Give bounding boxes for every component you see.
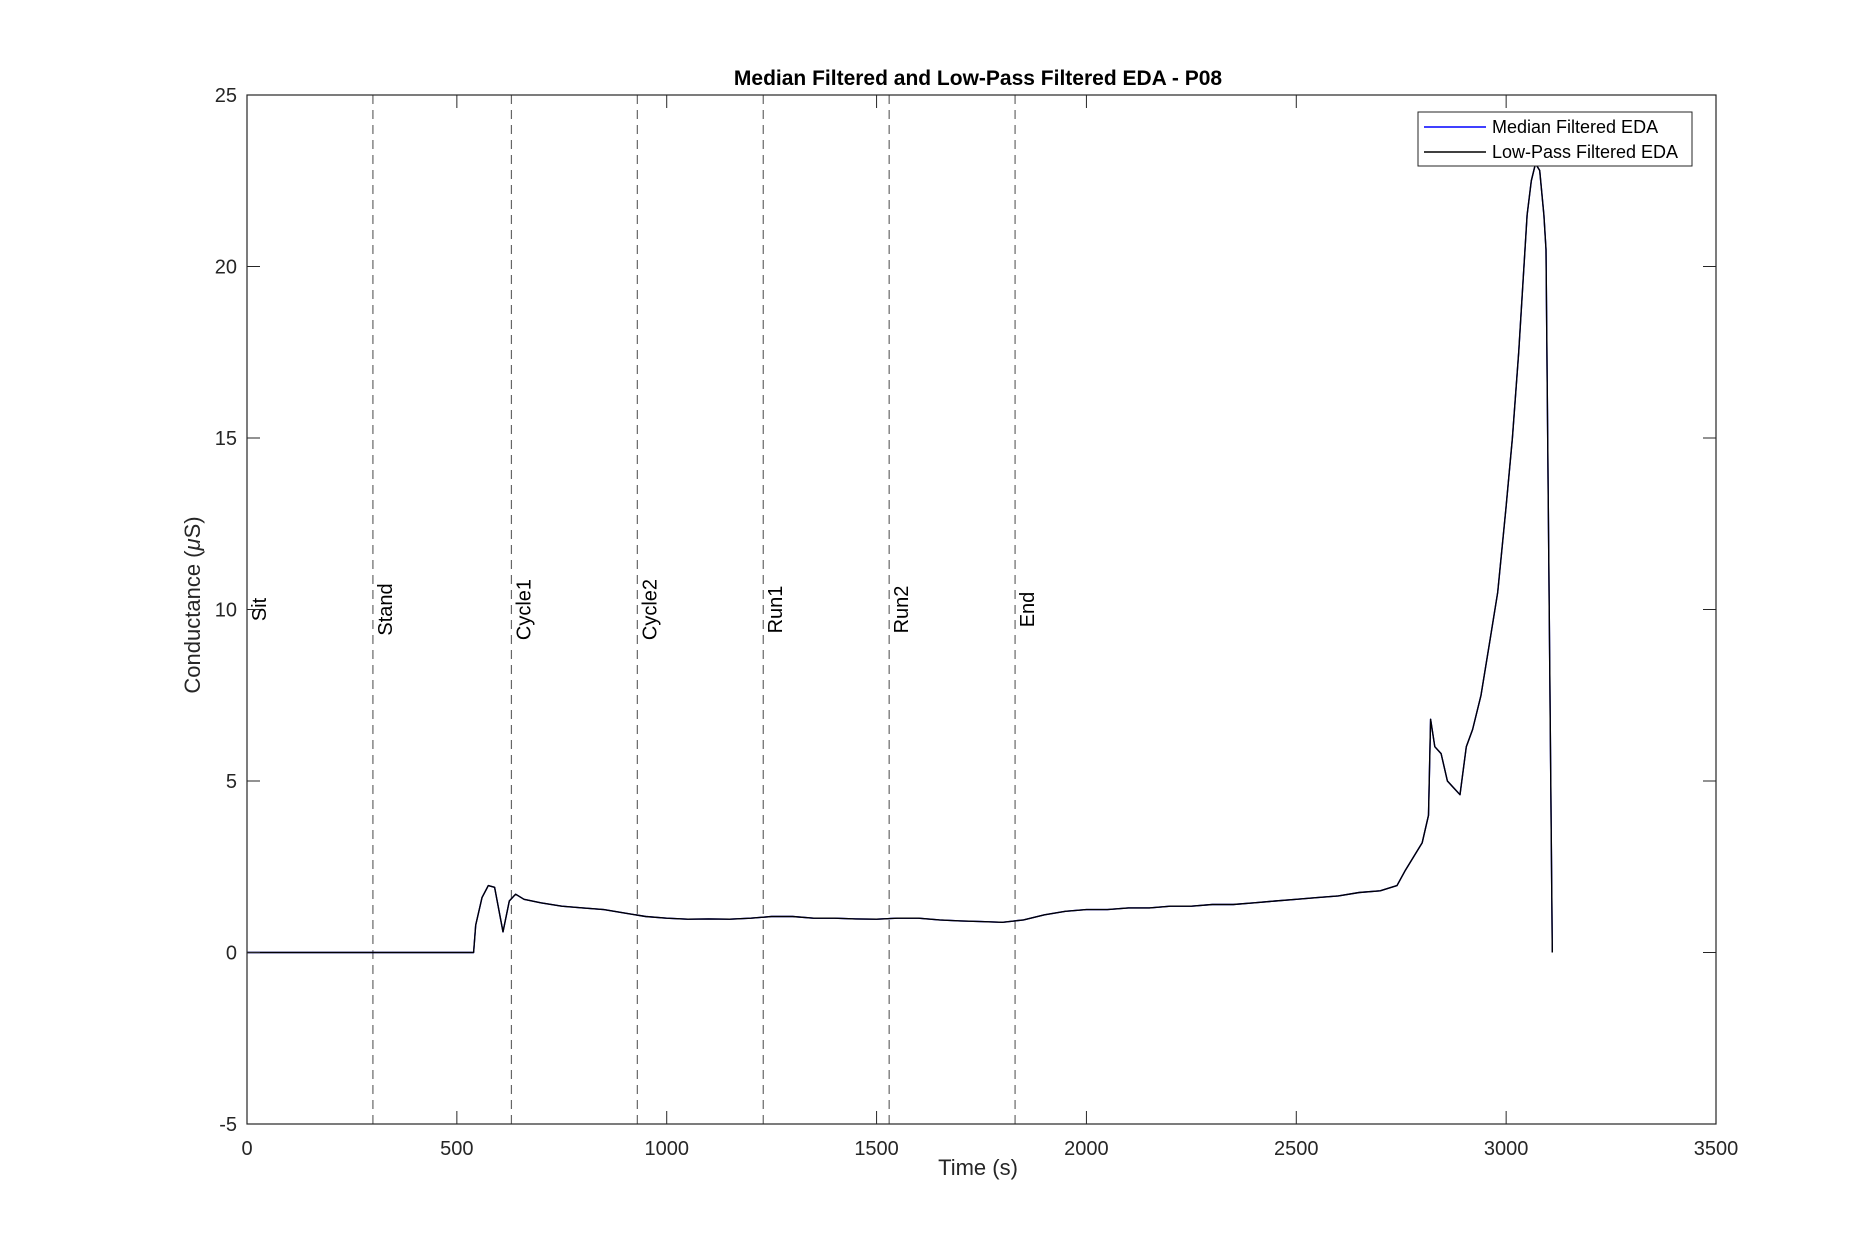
y-tick-label: 10 bbox=[215, 600, 237, 622]
x-tick-label: 500 bbox=[440, 1138, 473, 1160]
x-axis-label: Time (s) bbox=[938, 1155, 1018, 1180]
series-line-low-pass-filtered bbox=[247, 162, 1554, 954]
x-tick-label: 3000 bbox=[1484, 1138, 1529, 1160]
event-label-cycle2: Cycle2 bbox=[639, 579, 661, 640]
x-tick-label: 1000 bbox=[644, 1138, 689, 1160]
legend-label-median: Median Filtered EDA bbox=[1492, 117, 1658, 137]
y-tick-label: 25 bbox=[215, 85, 237, 107]
y-tick-label: 5 bbox=[226, 771, 237, 793]
y-axis-label: Conductance (μS) bbox=[180, 516, 205, 693]
x-axis: 0 500 1000 1500 2000 2500 3000 3500 bbox=[241, 95, 1738, 1160]
x-tick-label: 1500 bbox=[854, 1138, 899, 1160]
chart-title: Median Filtered and Low-Pass Filtered ED… bbox=[734, 67, 1222, 90]
y-tick-label: 0 bbox=[226, 943, 237, 965]
legend-box bbox=[1417, 111, 1693, 167]
y-tick-label: -5 bbox=[219, 1114, 237, 1136]
event-label-stand: Stand bbox=[375, 583, 397, 635]
event-lines: Sit Stand Cycle1 Cycle2 Run1 Run2 End bbox=[249, 95, 1039, 1124]
y-axis: -5 0 5 10 15 20 25 bbox=[215, 85, 1716, 1136]
event-label-end: End bbox=[1017, 592, 1039, 628]
event-label-run2: Run2 bbox=[891, 586, 913, 634]
y-tick-label: 15 bbox=[215, 428, 237, 450]
y-axis-label-prefix: Conductance ( bbox=[180, 550, 205, 694]
event-label-cycle1: Cycle1 bbox=[513, 579, 535, 640]
series-group bbox=[247, 162, 1554, 954]
y-axis-label-suffix: S) bbox=[180, 516, 205, 538]
y-tick-label: 20 bbox=[215, 257, 237, 279]
x-tick-label: 3500 bbox=[1694, 1138, 1739, 1160]
x-tick-label: 0 bbox=[241, 1138, 252, 1160]
x-tick-label: 2500 bbox=[1274, 1138, 1319, 1160]
x-tick-label: 2000 bbox=[1064, 1138, 1109, 1160]
legend-label-lowpass: Low-Pass Filtered EDA bbox=[1492, 142, 1678, 162]
y-axis-label-mu: μ bbox=[180, 538, 205, 551]
event-label-run1: Run1 bbox=[765, 586, 787, 634]
legend: Median Filtered EDA Low-Pass Filtered ED… bbox=[1417, 111, 1693, 167]
